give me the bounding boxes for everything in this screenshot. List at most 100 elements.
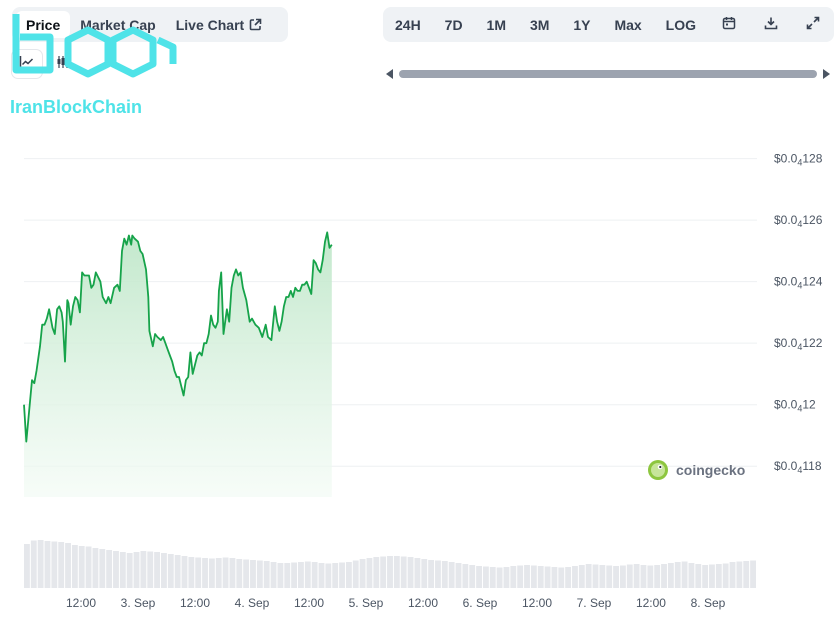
volume-bar-56 bbox=[407, 557, 414, 588]
time-range-selector: 24H 7D 1M 3M 1Y Max LOG bbox=[383, 7, 834, 42]
navigator-scrollbar[interactable] bbox=[399, 70, 817, 78]
range-max-button[interactable]: Max bbox=[606, 11, 649, 38]
volume-bar-65 bbox=[469, 565, 476, 588]
volume-bar-51 bbox=[373, 557, 380, 588]
log-scale-label: LOG bbox=[665, 16, 697, 33]
volume-bar-5 bbox=[58, 542, 65, 588]
volume-bar-35 bbox=[263, 561, 270, 588]
volume-bar-55 bbox=[400, 556, 407, 588]
volume-bar-36 bbox=[270, 562, 277, 588]
volume-bar-69 bbox=[496, 567, 503, 588]
y-axis-labels: $0.04128 $0.04126 $0.04124 $0.04122 $0.0412 $… bbox=[774, 152, 823, 476]
tab-live-chart[interactable]: Live Chart bbox=[166, 11, 272, 38]
logo-wordmark: IranBlockChain bbox=[10, 97, 142, 117]
volume-bar-82 bbox=[585, 564, 592, 588]
range-3m-label: 3M bbox=[529, 16, 550, 33]
tab-live-chart-label: Live Chart bbox=[175, 16, 245, 33]
volume-bar-47 bbox=[345, 562, 352, 588]
volume-bar-19 bbox=[154, 552, 161, 588]
volume-bar-10 bbox=[92, 548, 99, 588]
x-tick-label-3: 4. Sep bbox=[235, 596, 270, 610]
download-button[interactable] bbox=[754, 11, 788, 38]
range-7d-button[interactable]: 7D bbox=[437, 11, 471, 38]
volume-bar-4 bbox=[51, 541, 58, 588]
range-1y-button[interactable]: 1Y bbox=[565, 11, 598, 38]
volume-bar-96 bbox=[681, 561, 688, 588]
volume-bar-17 bbox=[140, 551, 147, 588]
volume-bar-11 bbox=[99, 549, 106, 588]
volume-bar-32 bbox=[243, 559, 250, 588]
volume-bar-27 bbox=[208, 558, 215, 588]
volume-bar-87 bbox=[619, 565, 626, 588]
volume-bar-59 bbox=[428, 560, 435, 588]
volume-bar-76 bbox=[544, 566, 551, 588]
volume-bar-39 bbox=[291, 562, 298, 588]
scroll-left-arrow[interactable] bbox=[386, 69, 393, 79]
volume-bar-64 bbox=[462, 564, 469, 588]
volume-bar-68 bbox=[489, 567, 496, 588]
volume-bar-66 bbox=[476, 566, 482, 588]
x-tick-label-7: 6. Sep bbox=[463, 596, 498, 610]
x-tick-label-0: 12:00 bbox=[66, 596, 96, 610]
volume-bar-102 bbox=[722, 563, 729, 588]
volume-bar-86 bbox=[613, 566, 619, 588]
volume-bar-57 bbox=[414, 558, 421, 588]
volume-bar-23 bbox=[181, 556, 188, 588]
volume-bar-3 bbox=[44, 541, 51, 588]
volume-bar-70 bbox=[503, 567, 510, 588]
price-area bbox=[24, 232, 332, 497]
volume-bar-38 bbox=[284, 563, 291, 588]
download-icon bbox=[764, 16, 778, 33]
volume-bar-42 bbox=[311, 562, 318, 588]
range-max-label: Max bbox=[614, 16, 642, 33]
calendar-button[interactable] bbox=[712, 11, 746, 38]
x-tick-label-9: 7. Sep bbox=[577, 596, 612, 610]
volume-bar-50 bbox=[366, 558, 373, 588]
range-24h-button[interactable]: 24H bbox=[387, 11, 429, 38]
volume-bar-61 bbox=[441, 561, 448, 588]
volume-bar-71 bbox=[510, 566, 517, 588]
log-scale-button[interactable]: LOG bbox=[658, 11, 704, 38]
volume-bar-60 bbox=[435, 560, 441, 588]
volume-bar-93 bbox=[661, 564, 667, 588]
volume-bar-30 bbox=[229, 558, 236, 588]
range-1m-button[interactable]: 1M bbox=[479, 11, 514, 38]
volume-bar-37 bbox=[277, 563, 284, 588]
volume-bar-18 bbox=[147, 551, 154, 588]
volume-bar-84 bbox=[599, 565, 606, 588]
volume-bar-75 bbox=[537, 566, 544, 588]
volume-bar-24 bbox=[188, 557, 195, 588]
volume-bar-6 bbox=[65, 543, 71, 588]
volume-bar-79 bbox=[565, 567, 572, 588]
volume-bar-97 bbox=[688, 563, 695, 588]
volume-bar-1 bbox=[30, 540, 37, 588]
volume-bar-77 bbox=[551, 567, 558, 588]
volume-bar-29 bbox=[222, 557, 229, 588]
volume-bar-43 bbox=[318, 563, 325, 588]
volume-bar-7 bbox=[71, 545, 78, 588]
volume-bar-88 bbox=[626, 564, 633, 588]
volume-bar-2 bbox=[37, 540, 44, 588]
volume-bar-52 bbox=[380, 556, 387, 588]
x-tick-label-11: 8. Sep bbox=[691, 596, 726, 610]
volume-bar-63 bbox=[455, 563, 462, 588]
volume-bar-54 bbox=[393, 556, 400, 588]
volume-bar-28 bbox=[215, 558, 222, 588]
x-tick-label-2: 12:00 bbox=[180, 596, 210, 610]
calendar-icon bbox=[722, 16, 736, 33]
range-3m-button[interactable]: 3M bbox=[522, 11, 557, 38]
fullscreen-button[interactable] bbox=[796, 11, 830, 38]
volume-bar-8 bbox=[78, 546, 85, 588]
volume-bar-26 bbox=[202, 558, 208, 588]
iranblockchain-logo: IranBlockChain bbox=[10, 14, 177, 117]
volume-bar-0 bbox=[24, 544, 30, 588]
scroll-right-arrow[interactable] bbox=[823, 69, 830, 79]
x-tick-label-6: 12:00 bbox=[408, 596, 438, 610]
volume-bar-34 bbox=[256, 560, 263, 588]
volume-bars bbox=[24, 540, 756, 588]
volume-bar-100 bbox=[709, 564, 715, 588]
volume-bar-48 bbox=[352, 560, 359, 588]
volume-bar-73 bbox=[524, 565, 530, 588]
coingecko-badge: coingecko bbox=[648, 460, 745, 480]
